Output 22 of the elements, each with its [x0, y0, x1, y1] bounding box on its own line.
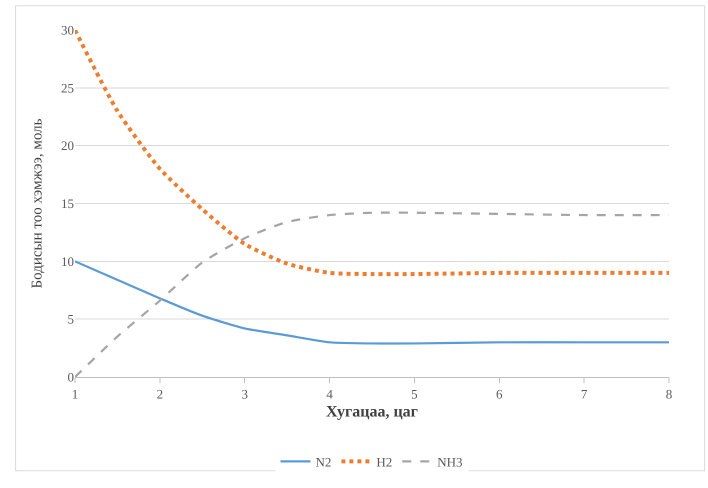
- y-tick-label: 20: [61, 138, 74, 154]
- y-tick-label: 30: [61, 22, 74, 38]
- x-tick-label: 1: [72, 386, 78, 402]
- x-tick-label: 3: [241, 386, 248, 402]
- x-tick-label: 5: [411, 386, 418, 402]
- y-tick-label: 0: [68, 370, 74, 385]
- legend-label: NH3: [437, 454, 463, 470]
- y-axis-title: Бодисын тоо хэмжээ, моль: [29, 118, 46, 288]
- line-series: [75, 30, 669, 276]
- y-tick-label: 15: [61, 196, 74, 212]
- x-tick-label: 6: [496, 386, 504, 402]
- line-series: [75, 260, 669, 345]
- x-tick-label: 4: [326, 386, 334, 402]
- legend-label: N2: [316, 454, 332, 470]
- legend-label: H2: [376, 454, 392, 470]
- x-tick-label: 2: [156, 386, 164, 402]
- y-tick-label: 5: [68, 312, 74, 327]
- x-tick-label: 7: [580, 386, 588, 402]
- x-axis-title: Хугацаа, цаг: [326, 403, 418, 420]
- x-tick-label: 8: [666, 386, 672, 402]
- y-tick-label: 25: [61, 80, 74, 96]
- y-tick-label: 10: [61, 254, 74, 269]
